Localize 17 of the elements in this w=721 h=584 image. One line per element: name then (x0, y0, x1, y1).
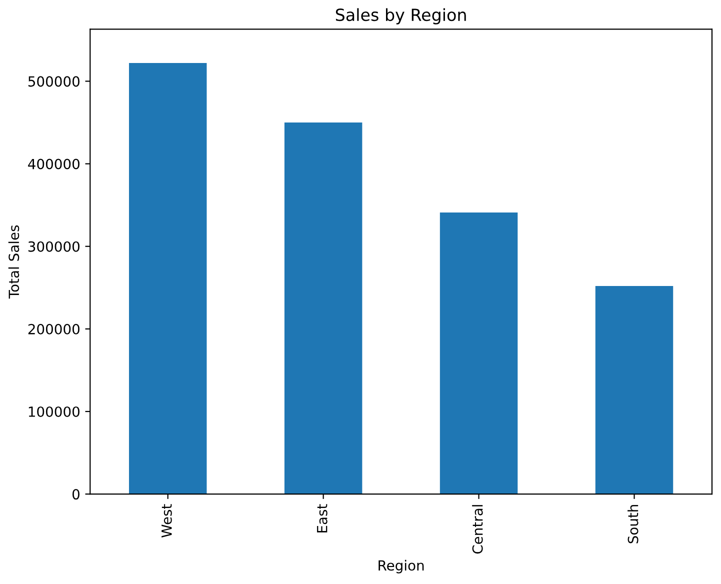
bar (284, 122, 362, 494)
y-tick-label: 400000 (28, 158, 80, 170)
x-tick-label: East (317, 504, 328, 532)
x-tick-label: Central (472, 505, 483, 554)
y-tick-label: 300000 (28, 241, 80, 252)
x-tick-label: West (162, 504, 172, 538)
chart-title: Sales by Region (336, 8, 466, 24)
y-tick-label: 500000 (28, 76, 80, 87)
x-axis-title: Region (378, 560, 424, 574)
bar (595, 286, 674, 494)
y-tick-label: 200000 (28, 324, 80, 334)
y-axis-title: Total Sales (8, 225, 20, 299)
bar (440, 212, 518, 494)
x-tick-label: South (628, 504, 638, 544)
y-tick-label: 0 (72, 489, 80, 500)
y-tick-label: 100000 (28, 406, 80, 417)
bar (128, 63, 207, 494)
